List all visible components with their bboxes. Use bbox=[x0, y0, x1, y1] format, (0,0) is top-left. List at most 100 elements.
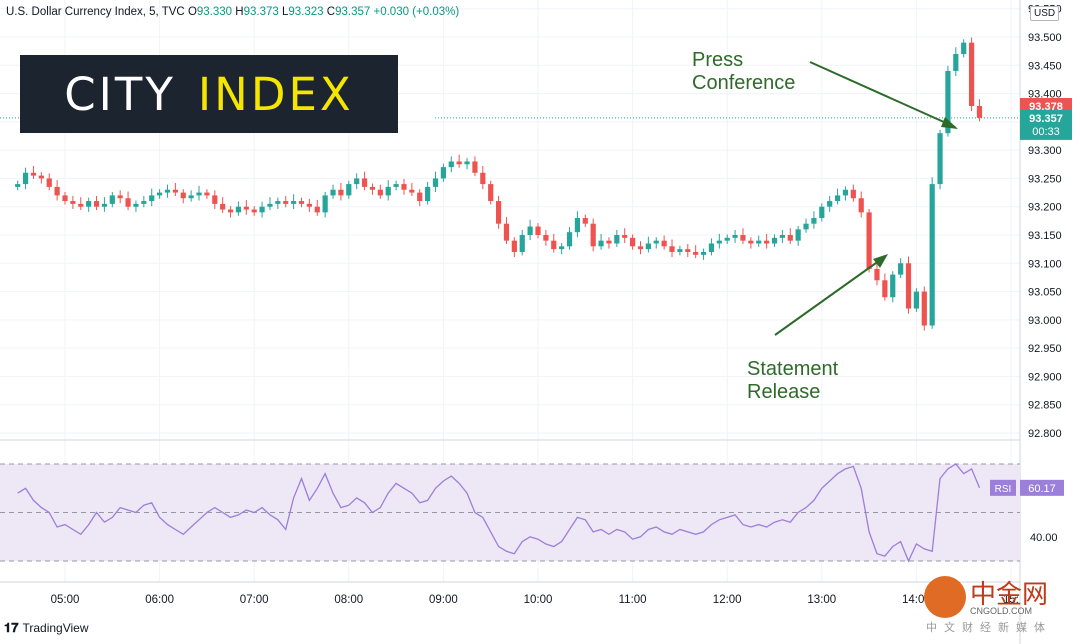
candle-down bbox=[62, 195, 68, 202]
candle-up bbox=[913, 291, 919, 309]
symbol-title[interactable]: U.S. Dollar Currency Index, 5, TVC bbox=[6, 6, 185, 18]
candle-up bbox=[779, 235, 785, 238]
currency-button[interactable]: USD bbox=[1030, 6, 1060, 21]
candle-up bbox=[598, 240, 604, 247]
rsi-name-tag bbox=[990, 479, 1016, 496]
candle-up bbox=[842, 189, 849, 196]
time-axis: 05:00 06:00 07:00 08:00 09:00 10:00 11:00 12:00… bbox=[51, 594, 1019, 606]
time-tick-label: 09:00 bbox=[429, 594, 458, 606]
candle-down bbox=[117, 195, 123, 199]
candle-down bbox=[30, 172, 37, 176]
candle-up bbox=[346, 184, 352, 196]
candle-up bbox=[267, 203, 273, 207]
rsi-levels bbox=[0, 463, 1020, 562]
rsi-value-label: 60.17 bbox=[1028, 483, 1056, 495]
candle-up bbox=[15, 184, 21, 187]
candle-down bbox=[338, 189, 344, 196]
time-tick-label: 12:00 bbox=[713, 594, 742, 606]
candle-down bbox=[535, 226, 541, 235]
candle-down bbox=[764, 240, 770, 244]
candle-up bbox=[330, 189, 336, 196]
price-tick-label: 93.050 bbox=[1028, 287, 1062, 299]
candle-up bbox=[574, 218, 581, 233]
candle-up bbox=[188, 195, 194, 199]
press-arrow-head bbox=[941, 117, 958, 129]
candle-up bbox=[834, 195, 841, 202]
candle-down bbox=[212, 195, 218, 204]
time-tick-label: 10:00 bbox=[524, 594, 553, 606]
candle-down bbox=[622, 235, 628, 238]
candle-up bbox=[22, 172, 29, 185]
close-label: C bbox=[326, 6, 336, 18]
time-tick-label: 14:00 bbox=[902, 594, 931, 606]
candle-down bbox=[551, 240, 557, 250]
candle-up bbox=[464, 161, 470, 165]
candle-up bbox=[811, 218, 817, 224]
candle-down bbox=[637, 246, 644, 250]
candle-up bbox=[86, 201, 92, 207]
price-tick-label: 92.800 bbox=[1028, 428, 1062, 440]
candle-down bbox=[630, 237, 636, 247]
candle-down bbox=[78, 203, 84, 207]
candle-up bbox=[275, 201, 281, 204]
candle-down bbox=[54, 186, 60, 196]
time-tick-label: 08:00 bbox=[334, 594, 363, 606]
current-price-tag bbox=[1020, 109, 1072, 140]
candle-up bbox=[953, 53, 959, 71]
candle-up bbox=[677, 249, 683, 252]
high-label: H bbox=[235, 6, 244, 18]
low-label: L bbox=[282, 6, 289, 18]
watermark-chinese: 中金网 bbox=[970, 580, 1049, 610]
candle-down bbox=[488, 184, 494, 202]
candle-up bbox=[819, 206, 825, 219]
statement-line-1: Statement bbox=[747, 358, 839, 380]
candle-up bbox=[827, 201, 833, 207]
candle-down bbox=[921, 291, 927, 326]
candle-down bbox=[251, 209, 257, 213]
candle-down bbox=[417, 192, 423, 202]
candle-down bbox=[882, 280, 888, 298]
tradingview-logo-icon: 𝟏𝟕 bbox=[4, 620, 19, 635]
candle-down bbox=[495, 201, 502, 224]
candle-down bbox=[38, 175, 44, 179]
time-tick-label: 07:00 bbox=[240, 594, 269, 606]
candle-up bbox=[961, 42, 967, 54]
candle-down bbox=[70, 201, 76, 204]
rsi-line bbox=[17, 463, 981, 563]
candle-down bbox=[361, 178, 368, 187]
cngold-watermark: 中金网 CNGOLD.COM 中文财经新媒体 bbox=[924, 572, 1074, 638]
candle-down bbox=[858, 198, 864, 213]
candle-up bbox=[141, 201, 147, 204]
price-tick-label: 92.950 bbox=[1028, 343, 1062, 355]
candle-down bbox=[968, 42, 975, 107]
open-label: O bbox=[187, 6, 197, 18]
low-value: 93.323 bbox=[288, 6, 324, 18]
candle-down bbox=[306, 203, 312, 207]
candle-down bbox=[740, 235, 746, 241]
candle-down bbox=[243, 206, 249, 210]
city-index-logo: CITY INDEX bbox=[20, 55, 398, 133]
candle-up bbox=[393, 184, 399, 187]
candle-up bbox=[354, 178, 360, 185]
price-tick-label: 92.900 bbox=[1028, 371, 1062, 383]
statement-line-2: Release bbox=[747, 381, 820, 403]
watermark-domain: CNGOLD.COM bbox=[970, 606, 1033, 616]
candle-up bbox=[133, 203, 139, 207]
tradingview-branding[interactable]: 𝟏𝟕 TradingView bbox=[4, 620, 89, 636]
candle-down bbox=[377, 189, 383, 196]
price-tick-label: 93.450 bbox=[1028, 60, 1062, 72]
candle-down bbox=[669, 246, 675, 252]
candle-up bbox=[385, 186, 391, 196]
time-tick-label: 15: bbox=[1003, 594, 1019, 606]
candle-down bbox=[480, 172, 486, 185]
countdown-label: 00:33 bbox=[1032, 126, 1060, 138]
logo-word-city: CITY bbox=[64, 67, 176, 121]
candle-up bbox=[164, 189, 171, 193]
candle-up bbox=[756, 240, 762, 244]
price-tick-label: 93.400 bbox=[1028, 89, 1062, 101]
candle-down bbox=[46, 178, 52, 187]
statement-release-annotation: Statement Release bbox=[747, 254, 888, 403]
statement-arrow-head bbox=[873, 254, 888, 268]
candle-up bbox=[527, 226, 533, 235]
